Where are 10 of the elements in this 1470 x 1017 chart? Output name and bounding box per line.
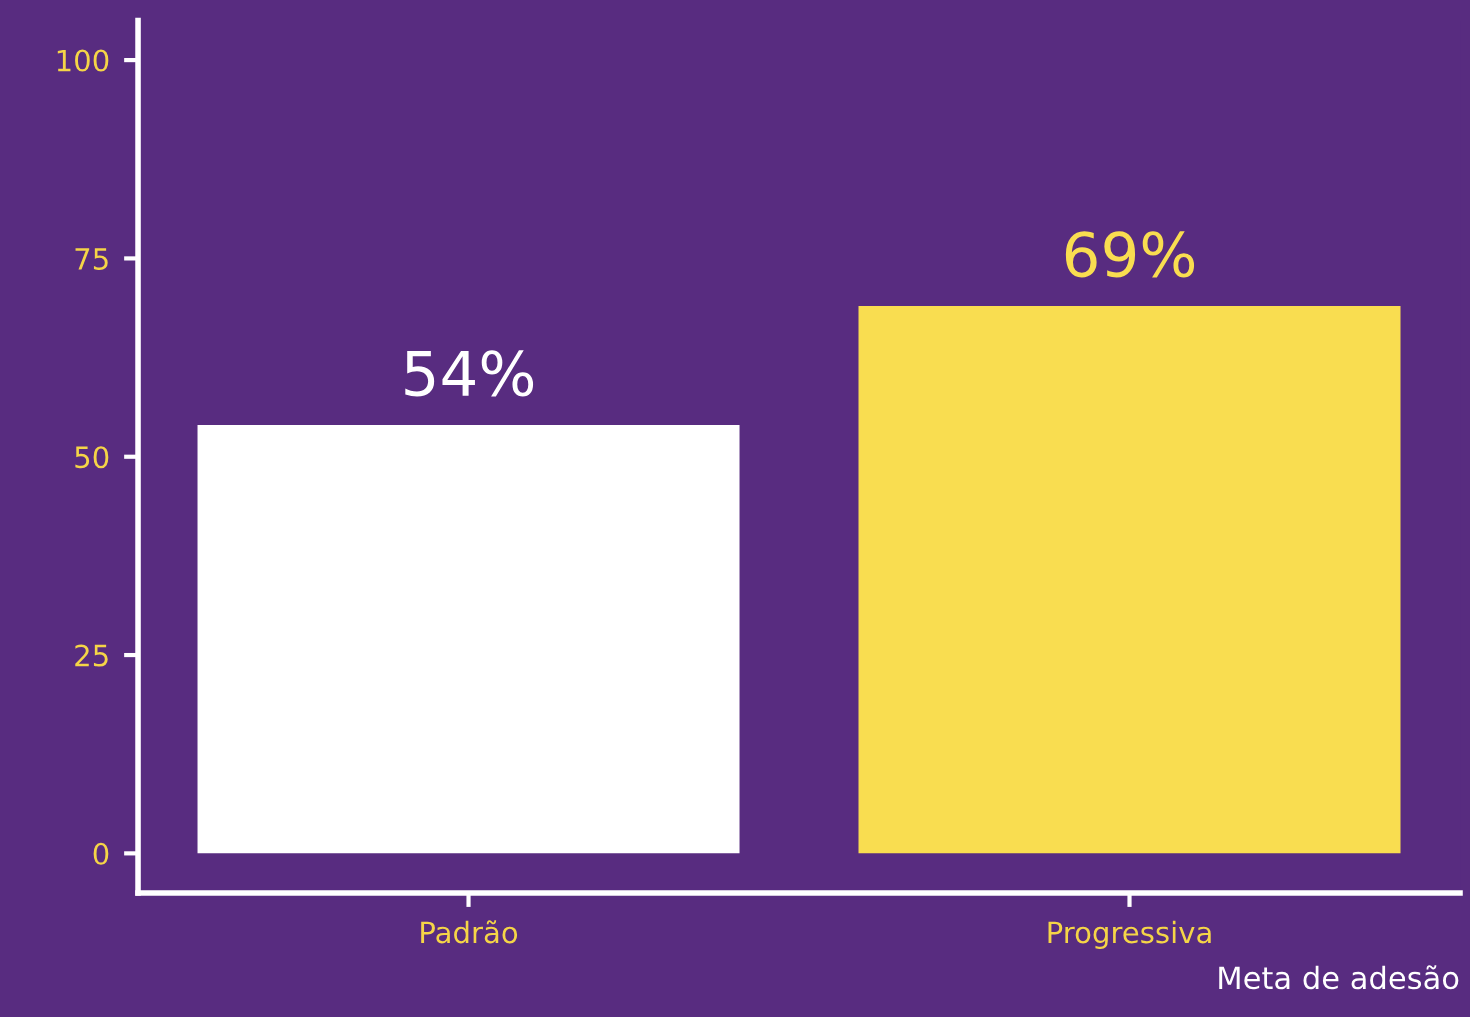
x-axis-title: Meta de adesão [1219,965,1459,990]
x-tick-label: Padrão [421,920,518,944]
y-tick-label: 75 [75,248,108,270]
data-label: 54% [405,350,534,397]
data-label: 69% [1065,231,1195,278]
y-tick-label: 100 [57,49,109,72]
y-tick-label: 0 [93,842,109,865]
y-tick-label: 50 [75,446,109,469]
y-tick-label: 25 [75,644,108,667]
x-tick-label: Progressiva [1048,920,1211,950]
